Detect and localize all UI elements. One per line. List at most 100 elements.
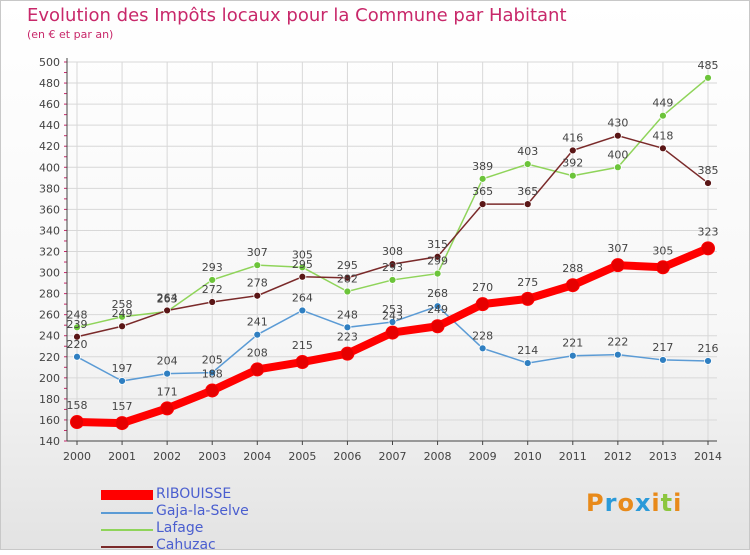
data-label-cahuzac: 385 [698,164,719,177]
x-tick-label: 2012 [604,450,632,463]
data-point-ribouisse [340,346,355,361]
y-tick-label: 440 [39,119,60,132]
data-point-gaja-la-selve [704,357,712,365]
legend-label-lafage: Lafage [156,520,204,536]
y-tick-label: 360 [39,203,60,216]
x-tick-label: 2004 [243,450,271,463]
data-point-gaja-la-selve [343,323,352,332]
data-label-gaja-la-selve: 205 [202,354,223,367]
data-label-lafage: 392 [562,157,583,170]
data-label-ribouisse: 270 [472,281,493,294]
data-point-ribouisse [70,415,84,430]
data-label-cahuzac: 278 [247,277,268,290]
data-label-lafage: 299 [427,255,448,268]
data-point-lafage [388,276,397,284]
data-label-cahuzac: 430 [607,117,628,130]
data-point-gaja-la-selve [298,306,307,315]
data-point-ribouisse [160,401,175,416]
data-label-lafage: 263 [157,293,178,306]
y-tick-label: 340 [39,224,60,237]
x-tick-label: 2001 [108,450,136,463]
data-label-lafage: 282 [337,273,358,286]
data-point-gaja-la-selve [118,377,126,385]
data-label-ribouisse: 208 [247,346,268,359]
data-label-cahuzac: 416 [562,131,583,144]
y-tick-label: 240 [39,330,60,343]
data-point-gaja-la-selve [523,359,532,367]
x-tick-label: 2000 [63,450,91,463]
legend-label-gaja-la-selve: Gaja-la-Selve [156,503,249,519]
logo-letter: P [586,489,605,517]
data-point-lafage [298,263,307,272]
data-label-lafage: 293 [382,261,403,274]
data-label-lafage: 403 [517,145,538,158]
data-label-lafage: 400 [607,148,628,161]
data-point-lafage [343,287,352,296]
y-tick-label: 140 [39,435,60,448]
data-label-cahuzac: 295 [337,259,358,272]
data-point-cahuzac [388,260,397,269]
data-label-gaja-la-selve: 216 [698,342,719,355]
data-point-cahuzac [343,273,352,282]
data-label-cahuzac: 249 [112,307,133,320]
data-point-gaja-la-selve [433,302,442,311]
data-label-ribouisse: 307 [607,242,628,255]
x-tick-label: 2009 [469,450,497,463]
data-point-gaja-la-selve [73,352,81,361]
data-point-ribouisse [701,241,715,256]
x-tick-label: 2010 [514,450,542,463]
data-label-ribouisse: 305 [652,244,673,257]
y-tick-label: 380 [39,182,60,195]
logo-letter: r [604,489,618,517]
data-label-cahuzac: 308 [382,245,403,258]
data-label-ribouisse: 157 [112,400,133,413]
x-tick-label: 2002 [153,450,181,463]
data-label-gaja-la-selve: 204 [157,355,178,368]
data-point-ribouisse [295,355,310,370]
data-label-gaja-la-selve: 220 [67,338,88,351]
data-label-ribouisse: 215 [292,339,313,352]
data-point-ribouisse [115,416,130,431]
data-label-gaja-la-selve: 268 [427,287,448,300]
data-point-lafage [568,171,577,180]
x-tick-label: 2005 [288,450,316,463]
data-point-cahuzac [523,200,532,209]
data-point-ribouisse [430,319,445,334]
legend-item-gaja-la-selve: Gaja-la-Selve [101,503,301,521]
data-point-cahuzac [478,200,487,209]
y-tick-label: 200 [39,372,60,385]
y-tick-label: 220 [39,351,60,364]
data-label-ribouisse: 243 [382,310,403,323]
legend-swatch-lafage [101,529,153,531]
legend-item-cahuzac: Cahuzac [101,537,301,555]
data-label-ribouisse: 188 [202,367,223,380]
data-point-ribouisse [520,291,535,306]
x-tick-label: 2014 [694,450,722,463]
y-tick-label: 500 [39,56,60,69]
data-point-lafage [704,73,712,82]
logo-letter: i [673,489,683,517]
data-point-gaja-la-selve [568,351,577,360]
data-label-cahuzac: 239 [67,318,88,331]
data-label-cahuzac: 418 [652,129,673,142]
data-label-lafage: 307 [247,246,268,259]
legend-swatch-cahuzac [101,546,153,548]
y-tick-label: 180 [39,393,60,406]
data-label-gaja-la-selve: 221 [562,337,583,350]
logo-letter: i [651,489,661,517]
data-point-cahuzac [253,291,262,300]
data-label-gaja-la-selve: 264 [292,291,313,304]
legend-label-cahuzac: Cahuzac [156,537,216,553]
legend-item-lafage: Lafage [101,520,301,538]
data-label-lafage: 485 [698,59,719,72]
data-label-ribouisse: 223 [337,331,358,344]
legend-item-ribouisse: RIBOUISSE [101,486,301,504]
data-point-lafage [208,276,217,284]
x-tick-label: 2011 [559,450,587,463]
data-point-cahuzac [298,272,307,281]
data-point-lafage [523,160,532,169]
data-point-lafage [73,323,81,332]
data-point-ribouisse [385,325,400,340]
y-tick-label: 480 [39,77,60,90]
